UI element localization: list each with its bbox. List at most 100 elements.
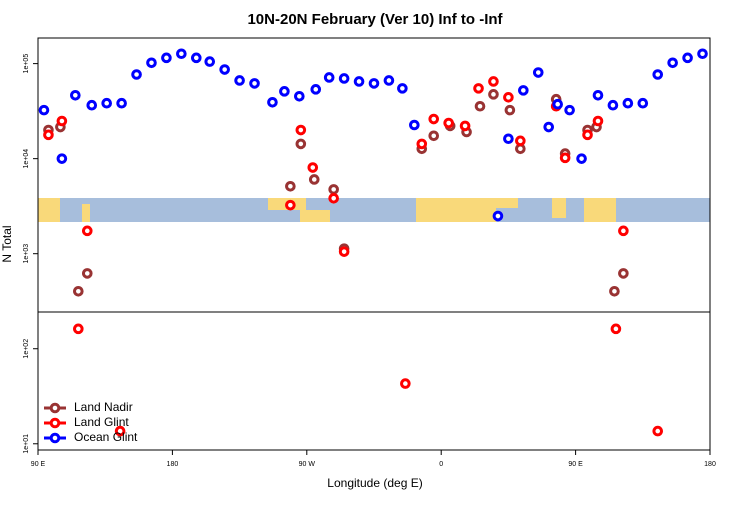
point [73, 286, 84, 297]
point [443, 117, 454, 129]
point [488, 89, 499, 100]
x-tick-label: 90 W [299, 461, 316, 468]
y-tick-label: 1e+03 [23, 244, 30, 264]
point [652, 425, 664, 437]
point [307, 162, 319, 173]
point [682, 52, 693, 64]
point [328, 184, 339, 195]
point [564, 104, 575, 116]
point [492, 210, 504, 222]
point [383, 75, 395, 86]
point [234, 75, 245, 86]
point [295, 138, 307, 150]
y-tick-label: 1e+05 [23, 54, 30, 74]
point [338, 246, 350, 257]
point [249, 78, 260, 89]
point [609, 286, 620, 297]
point [81, 268, 93, 279]
point [504, 104, 516, 116]
point [279, 86, 290, 97]
point [618, 225, 629, 237]
point [56, 153, 68, 164]
y-tick-label: 1e+01 [23, 434, 30, 454]
point [416, 138, 428, 150]
y-tick-label: 1e+04 [23, 149, 30, 169]
point [328, 192, 339, 204]
point [488, 76, 499, 87]
point [86, 99, 98, 111]
point [353, 76, 365, 87]
point [610, 323, 622, 335]
chart-title: 10N-20N February (Ver 10) Inf to -Inf [247, 11, 503, 28]
point [190, 52, 202, 64]
point [652, 69, 664, 80]
point [518, 85, 529, 96]
point [338, 73, 350, 84]
point [532, 67, 544, 78]
point [294, 90, 305, 102]
point [459, 120, 471, 132]
point [559, 152, 571, 164]
point [176, 48, 187, 60]
y-axis-label: N Total [0, 225, 14, 262]
legend-label: Land Nadir [74, 400, 133, 414]
legend-label: Ocean Glint [74, 430, 138, 444]
point [607, 99, 619, 111]
plot-frame [37, 37, 711, 451]
legend-marker [49, 432, 61, 444]
map-band [38, 198, 710, 222]
point [622, 97, 634, 109]
point [697, 48, 708, 60]
point [582, 129, 593, 141]
point [323, 72, 335, 83]
point [204, 56, 216, 67]
point [146, 57, 157, 69]
point [70, 90, 81, 101]
point [73, 323, 84, 335]
point [592, 90, 604, 101]
point [428, 113, 440, 125]
point [310, 84, 322, 95]
legend-marker [49, 402, 61, 414]
point [543, 121, 555, 133]
x-tick-label: 180 [167, 461, 179, 468]
point [114, 425, 126, 437]
point [618, 268, 629, 279]
point [503, 92, 514, 103]
point [409, 119, 420, 131]
x-tick-label: 90 E [568, 461, 583, 468]
point [474, 100, 486, 112]
point [101, 97, 112, 109]
legend-label: Land Glint [74, 415, 129, 429]
point [285, 180, 296, 192]
point [592, 115, 604, 127]
y-tick-label: 1e+02 [23, 339, 30, 359]
point [43, 129, 54, 141]
point [368, 78, 380, 89]
point [473, 83, 484, 94]
x-axis-label: Longitude (deg E) [327, 476, 422, 490]
legend-marker [49, 417, 61, 429]
point [667, 57, 678, 69]
point [38, 104, 50, 116]
x-tick-label: 90 E [31, 461, 46, 468]
point [308, 174, 320, 185]
x-tick-label: 180 [704, 461, 716, 468]
point [397, 83, 408, 94]
point [285, 199, 296, 211]
point [131, 69, 142, 80]
point [428, 130, 440, 142]
point [552, 98, 563, 110]
point [515, 135, 526, 147]
point [295, 124, 307, 136]
point [503, 133, 514, 145]
point [576, 153, 587, 164]
point [56, 115, 68, 127]
point [219, 64, 230, 75]
x-tick-label: 0 [439, 461, 443, 468]
point [116, 97, 127, 109]
point [637, 97, 649, 109]
point [81, 225, 93, 237]
point [161, 52, 172, 64]
